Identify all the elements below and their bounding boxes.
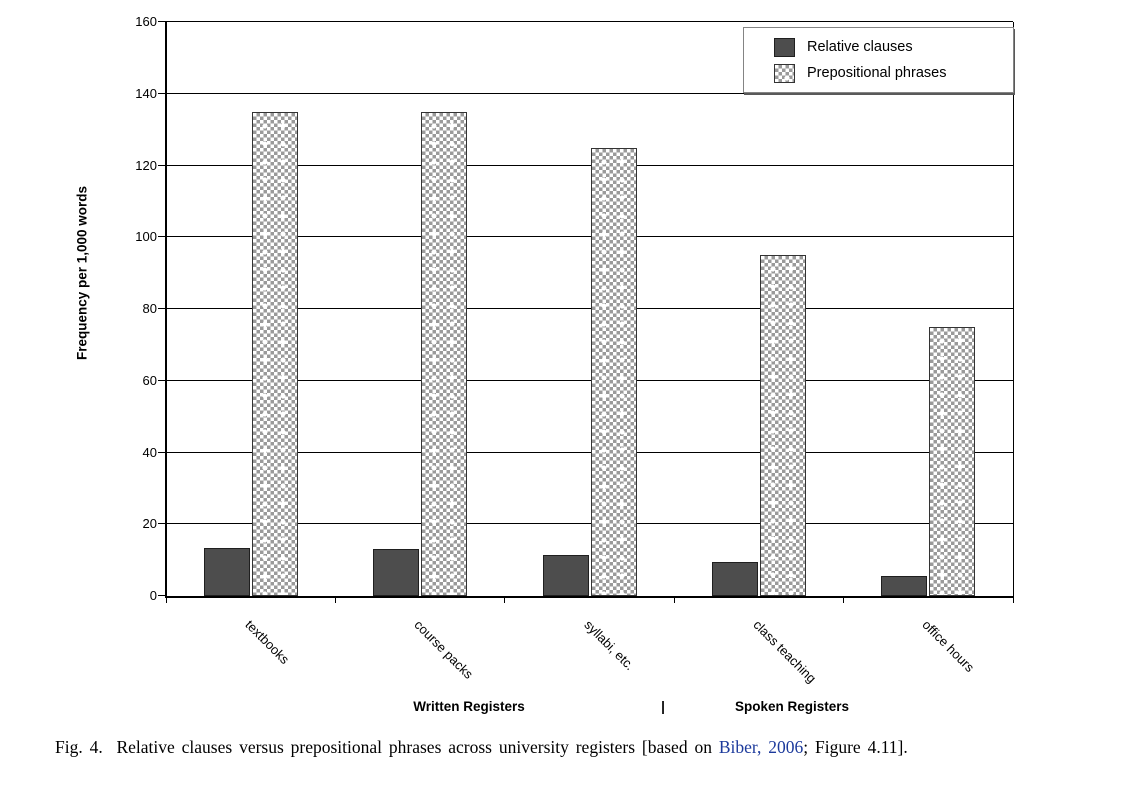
figure-caption: Fig. 4. Relative clauses versus preposit…: [0, 737, 1140, 758]
bar-prepositional-phrases-class-teaching: [759, 255, 806, 596]
solid-swatch-icon: [774, 37, 795, 57]
y-axis-title: Frequency per 1,000 words: [74, 185, 90, 361]
y-tick-label: 140: [135, 85, 157, 101]
y-axis-tick: [158, 595, 166, 596]
gridline-120: [166, 164, 1013, 166]
bar-relative-clauses-syllabi-etc-: [542, 554, 589, 596]
plot-right-border: [1013, 22, 1014, 596]
legend-item-prepositional-phrases: Prepositional phrases: [774, 63, 1013, 83]
caption-text-prefix: Fig. 4. Relative clauses versus preposit…: [55, 737, 719, 757]
bar-relative-clauses-textbooks: [203, 547, 250, 596]
y-tick-label: 40: [142, 444, 157, 460]
gridline-100: [166, 236, 1013, 238]
x-axis-tick: [1012, 596, 1014, 603]
y-axis-tick: [158, 523, 166, 525]
x-category-label: syllabi, etc.: [580, 617, 637, 674]
bar-prepositional-phrases-office-hours: [929, 326, 976, 596]
y-tick-label: 60: [142, 372, 157, 388]
y-axis-tick: [158, 92, 166, 94]
x-axis-line: [165, 596, 1013, 598]
x-axis-tick: [673, 596, 675, 603]
bar-prepositional-phrases-syllabi-etc-: [590, 147, 637, 596]
y-tick-label: 0: [149, 588, 157, 603]
y-tick-label: 120: [135, 157, 157, 173]
y-tick-label: 160: [135, 14, 157, 29]
bar-relative-clauses-class-teaching: [711, 561, 758, 596]
y-tick-label: 80: [142, 301, 157, 316]
y-axis-line: [165, 22, 167, 597]
written-registers-label: Written Registers: [413, 699, 525, 714]
y-tick-label: 100: [135, 229, 157, 245]
x-category-label: office hours: [919, 617, 978, 675]
checker-swatch-icon: [774, 63, 795, 83]
x-axis-tick: [334, 596, 336, 603]
gridline-60: [166, 379, 1013, 381]
bar-relative-clauses-course-packs: [373, 549, 420, 596]
bar-prepositional-phrases-textbooks: [251, 111, 298, 596]
x-category-label: course packs: [411, 617, 477, 682]
legend-item-relative-clauses: Relative clauses: [774, 37, 1013, 57]
x-axis-tick: [165, 596, 167, 603]
bar-relative-clauses-office-hours: [881, 576, 928, 596]
y-axis-tick: [158, 451, 166, 453]
citation-link[interactable]: Biber, 2006: [718, 737, 804, 757]
y-axis-tick: [158, 379, 166, 381]
gridline-140: [166, 92, 1013, 94]
chart-legend: Relative clauses Prepositional phrases: [743, 27, 1014, 93]
y-axis-tick: [158, 164, 166, 166]
y-axis-tick: [158, 236, 166, 238]
caption-text-suffix: ; Figure 4.11].: [803, 737, 908, 757]
x-axis-tick: [504, 596, 506, 603]
x-axis-tick: [843, 596, 845, 603]
gridline-160: [166, 21, 1013, 22]
legend-label: Prepositional phrases: [807, 65, 947, 81]
spoken-registers-label: Spoken Registers: [734, 699, 850, 714]
x-category-label: class teaching: [750, 617, 820, 686]
bar-prepositional-phrases-course-packs: [421, 111, 468, 596]
legend-label: Relative clauses: [807, 39, 913, 55]
gridline-20: [166, 523, 1013, 525]
y-axis-tick: [158, 21, 166, 22]
gridline-40: [166, 451, 1013, 453]
register-group-separator: |: [661, 699, 665, 714]
y-tick-label: 20: [142, 516, 157, 532]
x-category-label: textbooks: [242, 617, 293, 667]
y-axis-tick: [158, 308, 166, 309]
gridline-80: [166, 308, 1013, 309]
